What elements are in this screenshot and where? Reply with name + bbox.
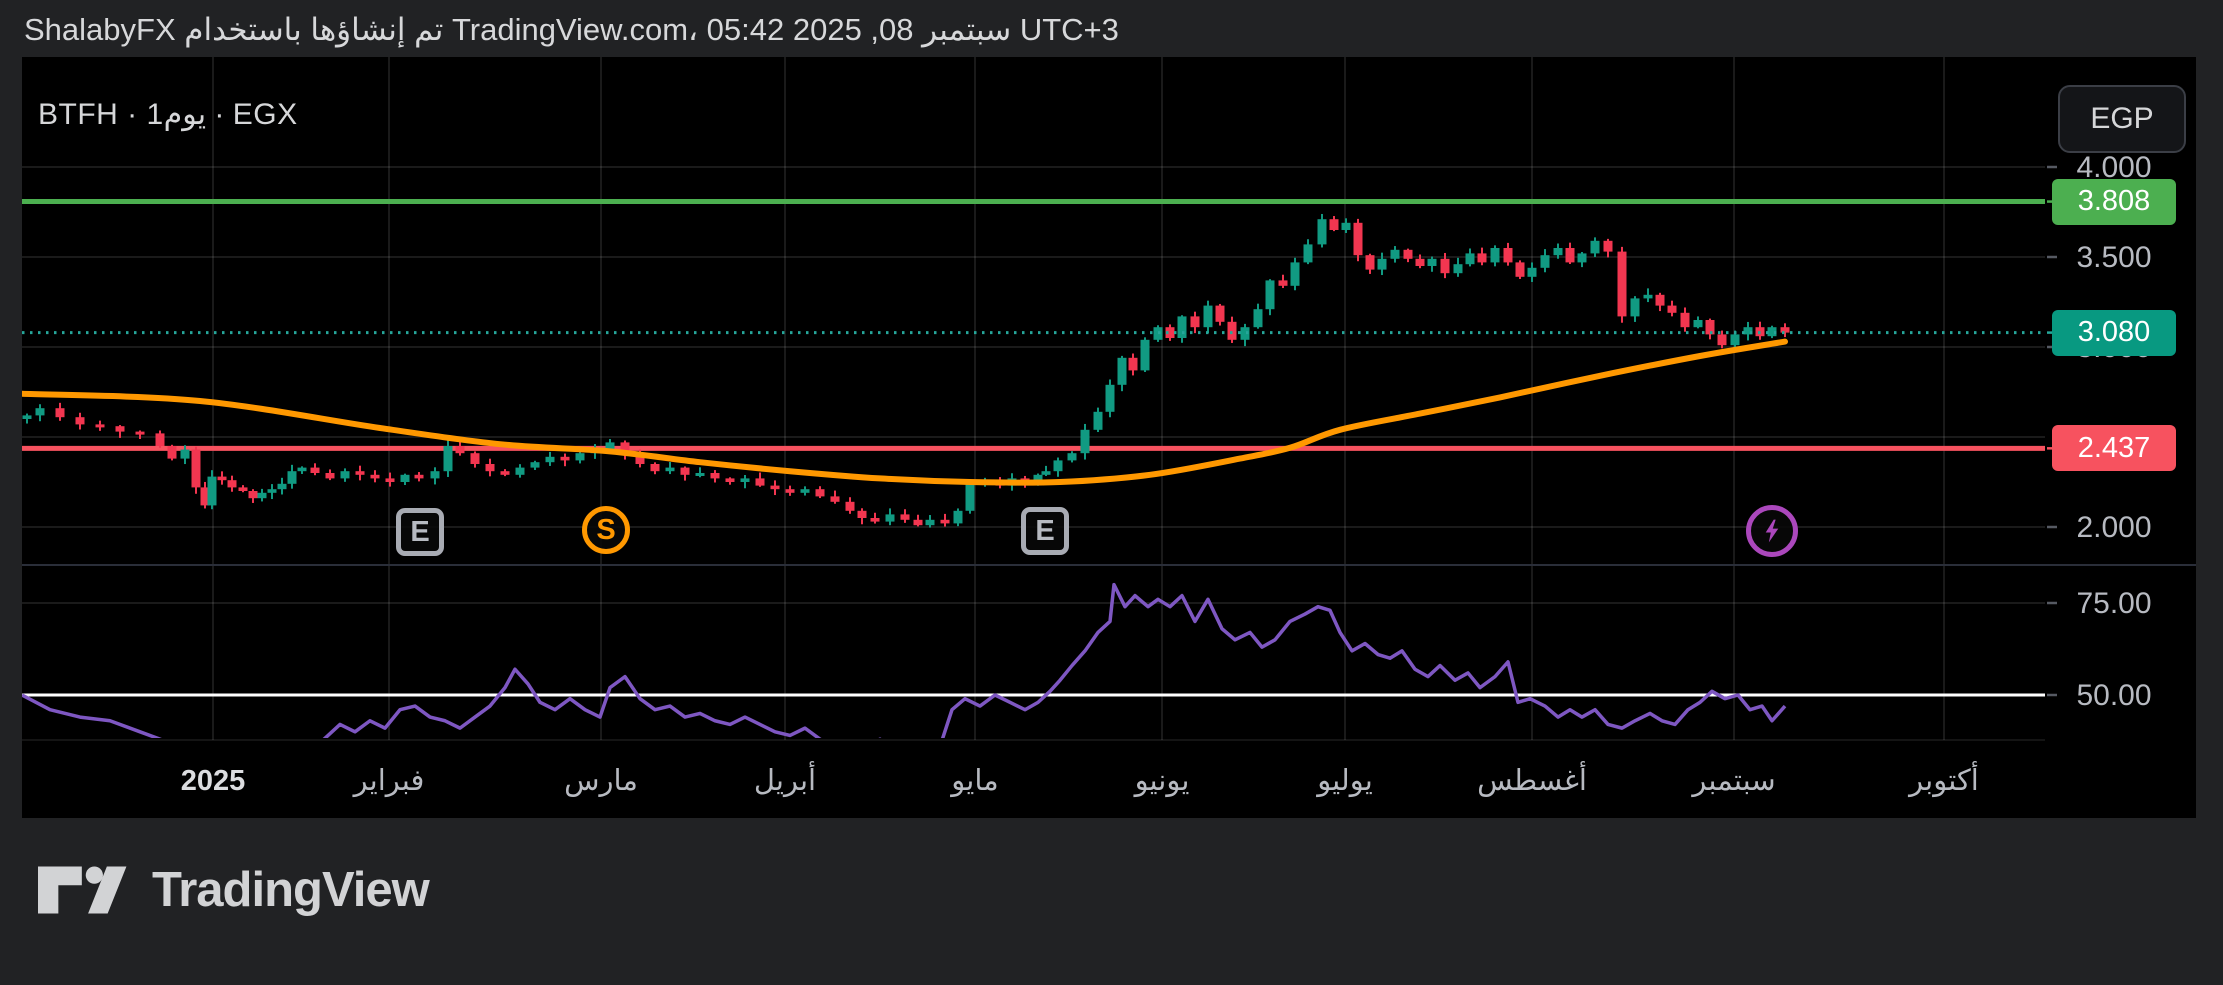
- level-lines: [22, 199, 2045, 697]
- chart-container: 4.0003.5003.0002.00075.0050.002025فبراير…: [22, 57, 2196, 818]
- axis-label-month: أكتوبر: [1907, 760, 1979, 797]
- svg-text:75.00: 75.00: [2076, 587, 2151, 620]
- candles: [22, 213, 1790, 528]
- axis-label-month: أغسطس: [1477, 760, 1587, 797]
- price-chart-canvas[interactable]: 4.0003.5003.0002.00075.0050.002025فبراير…: [22, 57, 2196, 818]
- axis-label-month: مايو: [949, 765, 998, 797]
- axis-label-month: يوليو: [1315, 765, 1373, 797]
- price-badge-resistance: 3.808: [2052, 178, 2176, 225]
- price-badge-support: 2.437: [2052, 425, 2176, 472]
- svg-text:4.000: 4.000: [2076, 151, 2151, 184]
- tradingview-wordmark: TradingView: [152, 863, 430, 917]
- ma-line: [22, 338, 1788, 486]
- flash-marker[interactable]: [1746, 505, 1798, 557]
- axis-label-month: مارس: [564, 765, 638, 797]
- attribution-text: ShalabyFX تم إنشاؤها باستخدام TradingVie…: [24, 12, 1119, 47]
- tradingview-logo: TradingView: [38, 858, 430, 922]
- tradingview-mark-icon: [38, 866, 127, 914]
- time-axis-labels: 2025 فبراير مارس أبريل مايو يونيو يوليو أغسطس سب…: [181, 760, 1979, 797]
- gridlines: [22, 57, 2045, 741]
- axis-label-month: أبريل: [754, 760, 816, 797]
- svg-text:2.000: 2.000: [2076, 511, 2151, 544]
- earnings-marker[interactable]: E: [1021, 507, 1069, 555]
- svg-text:50.00: 50.00: [2076, 679, 2151, 712]
- split-marker[interactable]: S: [582, 506, 630, 554]
- rsi-line: [22, 582, 1787, 738]
- symbol-title: BTFH · 1يوم · EGX: [38, 98, 298, 131]
- svg-text:3.500: 3.500: [2076, 241, 2151, 274]
- axis-label-month: فبراير: [352, 765, 425, 797]
- earnings-marker[interactable]: E: [396, 508, 444, 556]
- axis-label-month: يونيو: [1133, 765, 1190, 797]
- price-badge-last: 3.080: [2052, 309, 2176, 356]
- lightning-bolt-icon: [1765, 519, 1779, 543]
- axis-label-month: 2025: [181, 765, 246, 797]
- currency-button[interactable]: EGP: [2058, 85, 2186, 153]
- axis-label-month: سبتمبر: [1690, 765, 1775, 797]
